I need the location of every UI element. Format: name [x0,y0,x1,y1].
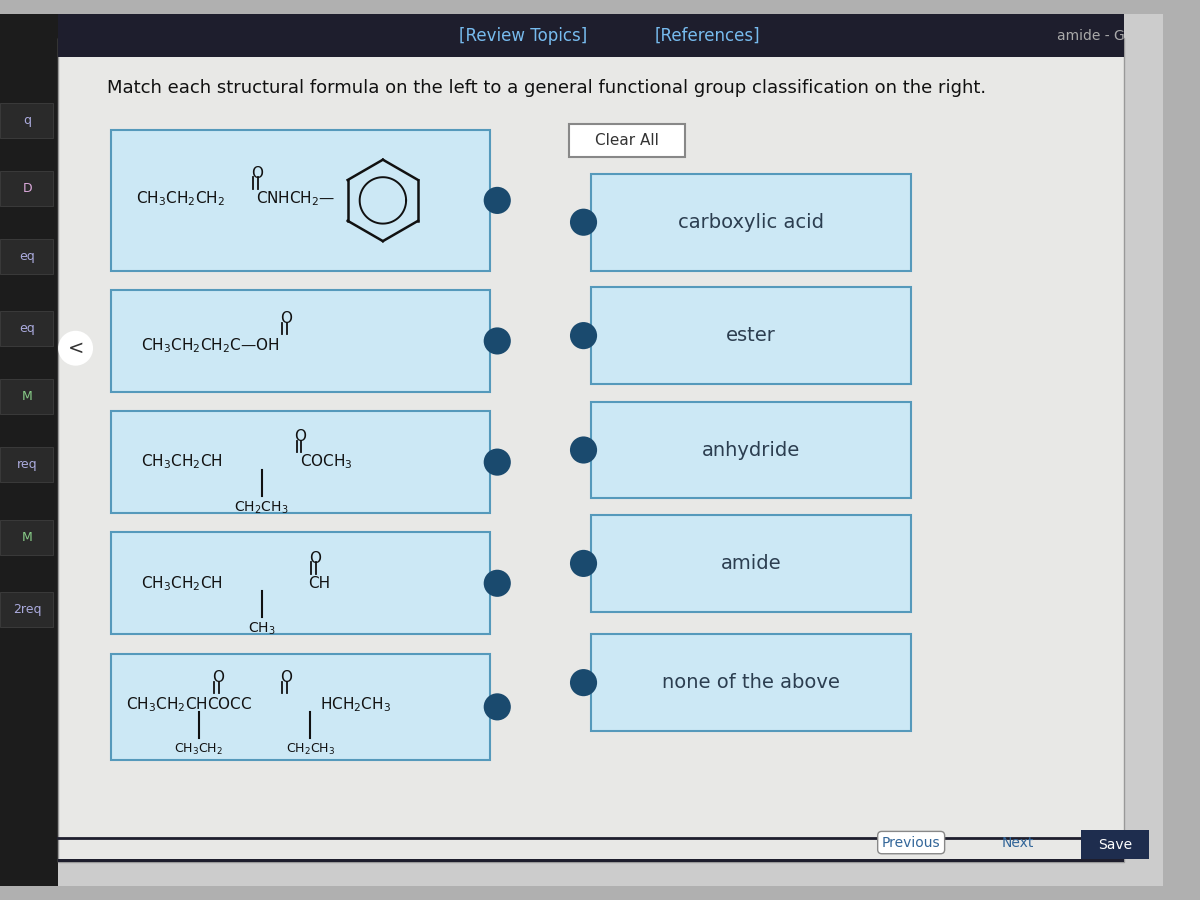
Bar [112,653,490,760]
Bar [112,411,490,513]
Text: COCH$_3$: COCH$_3$ [300,453,353,472]
Circle shape [58,331,94,365]
Text: O: O [280,670,292,685]
Bar [0,379,53,414]
Text: CH$_3$CH$_2$CH: CH$_3$CH$_2$CH [140,574,222,592]
Circle shape [570,550,598,577]
Text: amide - G: amide - G [1056,29,1124,43]
Text: CH$_3$CH$_2$CH$_2$: CH$_3$CH$_2$CH$_2$ [136,189,224,208]
Text: CH$_2$CH$_3$: CH$_2$CH$_3$ [234,500,289,516]
Text: Previous: Previous [882,835,941,850]
Bar [0,171,53,206]
Bar [0,311,53,346]
Text: CH$_3$: CH$_3$ [248,621,276,637]
Text: eq: eq [19,322,35,336]
Bar [0,447,53,482]
Text: CH$_2$CH$_3$: CH$_2$CH$_3$ [286,742,335,757]
Text: M: M [22,531,32,544]
Text: Next: Next [1002,835,1034,850]
Bar [112,130,490,271]
Text: Save: Save [1098,838,1132,851]
Text: anhydride: anhydride [702,440,800,460]
Bar [58,859,1124,862]
Text: [Review Topics]: [Review Topics] [460,27,588,45]
Text: ester: ester [726,326,776,345]
Bar [0,14,58,886]
Text: M: M [22,391,32,403]
Text: [References]: [References] [655,27,761,45]
Bar [592,287,911,384]
Bar [112,290,490,392]
Text: O: O [294,429,306,445]
Text: req: req [17,458,37,471]
Text: <: < [67,338,84,357]
Bar [569,124,685,158]
Bar [592,401,911,499]
Text: CH$_3$CH$_2$: CH$_3$CH$_2$ [174,742,223,757]
Text: O: O [310,551,322,565]
Bar [112,533,490,634]
Text: CH$_3$CH$_2$CHCOCC: CH$_3$CH$_2$CHCOCC [126,696,252,715]
Bar [1081,830,1148,859]
Circle shape [570,209,598,236]
Circle shape [570,669,598,697]
Text: Match each structural formula on the left to a general functional group classifi: Match each structural formula on the lef… [107,79,985,97]
Bar [0,592,53,627]
Circle shape [484,187,511,214]
Text: O: O [251,166,263,181]
Bar [592,515,911,612]
Text: eq: eq [19,249,35,263]
Text: CH$_3$CH$_2$CH: CH$_3$CH$_2$CH [140,453,222,472]
Bar [0,520,53,554]
Text: CH$_3$CH$_2$CH$_2$C—OH: CH$_3$CH$_2$CH$_2$C—OH [140,337,278,356]
Circle shape [484,448,511,476]
Text: carboxylic acid: carboxylic acid [678,212,824,231]
Circle shape [484,328,511,355]
Text: CNHCH$_2$—: CNHCH$_2$— [256,189,335,208]
Text: amide: amide [721,554,781,573]
Bar [0,103,53,138]
Text: HCH$_2$CH$_3$: HCH$_2$CH$_3$ [320,696,391,715]
Circle shape [570,436,598,464]
Text: Clear All: Clear All [595,133,659,148]
Text: CH: CH [308,576,330,590]
Circle shape [484,693,511,720]
Text: none of the above: none of the above [662,673,840,692]
Text: O: O [280,311,292,326]
Circle shape [484,570,511,597]
Text: q: q [23,114,31,127]
Bar [592,174,911,271]
Text: 2req: 2req [13,603,41,616]
Text: D: D [23,182,32,194]
Circle shape [570,322,598,349]
Text: O: O [212,670,224,685]
Bar [0,238,53,274]
Bar [592,634,911,731]
Bar [58,14,1124,58]
